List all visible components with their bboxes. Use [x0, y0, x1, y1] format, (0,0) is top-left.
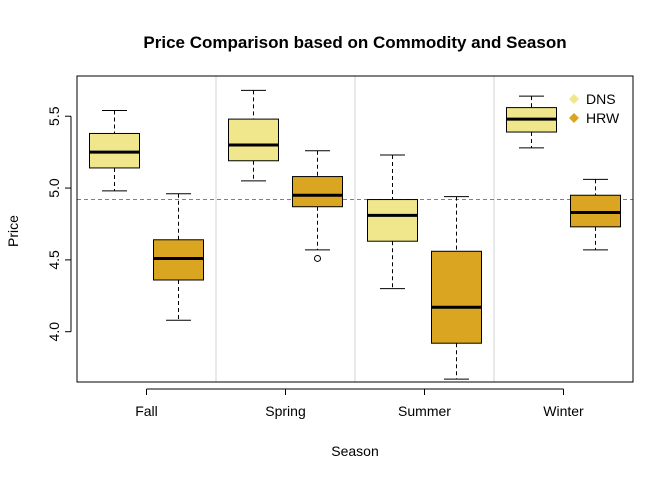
box-hrw-summer — [431, 196, 482, 380]
box-hrw-fall — [153, 193, 204, 321]
box-hrw-winter — [570, 178, 621, 251]
box-layer — [89, 89, 621, 380]
y-tick-label: 4.0 — [46, 322, 62, 342]
box-iqr — [367, 199, 418, 242]
legend-item-dns: DNS — [569, 91, 616, 107]
x-axis: Fall Spring Summer Winter — [135, 388, 584, 419]
y-tick-label: 5.5 — [46, 106, 62, 126]
legend-label: HRW — [586, 110, 620, 126]
y-tick-label: 4.5 — [46, 250, 62, 270]
legend-marker — [569, 94, 579, 104]
box-dns-winter — [506, 95, 557, 149]
y-tick-label: 5.0 — [46, 178, 62, 198]
box-hrw-spring — [292, 150, 343, 262]
box-dns-spring — [228, 89, 279, 182]
legend-item-hrw: HRW — [569, 110, 620, 126]
x-axis-label: Season — [331, 443, 378, 459]
plot-frame — [76, 75, 634, 383]
box-iqr — [292, 176, 343, 208]
y-axis: 4.0 4.5 5.0 5.5 — [46, 106, 72, 342]
box-iqr — [431, 250, 482, 344]
x-tick-label: Summer — [398, 403, 451, 419]
box-dns-fall — [89, 109, 140, 192]
x-tick-label: Fall — [135, 403, 158, 419]
x-tick-label: Spring — [265, 403, 305, 419]
legend-label: DNS — [586, 91, 616, 107]
y-axis-label: Price — [5, 215, 21, 247]
box-dns-summer — [367, 154, 418, 290]
box-iqr — [228, 118, 279, 162]
legend: DNS HRW — [569, 91, 620, 126]
outlier-point — [314, 254, 321, 262]
grid-layer — [215, 76, 495, 382]
legend-marker — [569, 113, 579, 123]
x-tick-label: Winter — [543, 403, 584, 419]
chart-title: Price Comparison based on Commodity and … — [143, 33, 566, 52]
